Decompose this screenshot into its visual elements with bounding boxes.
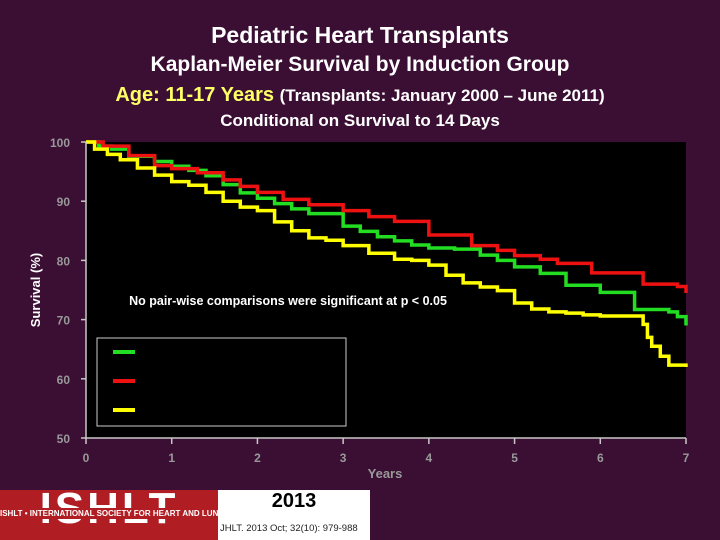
x-tick-label: 3 — [340, 451, 347, 465]
chart-subtitle-2: Age: 11-17 Years (Transplants: January 2… — [0, 84, 720, 107]
publication-year: 2013 — [271, 490, 317, 512]
citation-box: 2013 JHLT. 2013 Oct; 32(10): 979-988 — [218, 490, 370, 540]
significance-annotation: No pair-wise comparisons were significan… — [129, 294, 447, 308]
survival-curve-yellow — [86, 140, 688, 367]
journal-citation: JHLT. 2013 Oct; 32(10): 979-988 — [220, 523, 358, 534]
survival-curve-red — [86, 140, 688, 293]
x-tick-label: 5 — [511, 451, 518, 465]
y-tick-label: 70 — [57, 314, 71, 328]
x-tick-label: 6 — [597, 451, 604, 465]
x-tick-label: 1 — [168, 451, 175, 465]
y-tick-label: 90 — [57, 195, 71, 209]
chart-subtitle-3: Conditional on Survival to 14 Days — [220, 111, 500, 130]
x-axis-label: Years — [368, 466, 403, 481]
x-tick-label: 7 — [683, 451, 690, 465]
legend-box — [96, 337, 347, 427]
age-group-label: Age: 11-17 Years — [115, 84, 274, 106]
x-tick-label: 0 — [83, 451, 90, 465]
logo-tagline: ISHLT • INTERNATIONAL SOCIETY FOR HEART … — [0, 509, 218, 518]
y-tick-label: 50 — [57, 432, 71, 446]
y-tick-label: 80 — [57, 254, 71, 268]
y-tick-label: 60 — [57, 373, 71, 387]
series-layer — [86, 140, 688, 367]
y-axis-label: Survival (%) — [28, 253, 43, 327]
chart-subtitle: Kaplan-Meier Survival by Induction Group — [150, 53, 570, 76]
x-tick-label: 4 — [426, 451, 433, 465]
y-tick-label: 100 — [50, 136, 70, 150]
axes-layer: 50 60 70 80 90 100 0 1 2 3 4 5 6 7 — [50, 136, 690, 465]
transplant-period-label: (Transplants: January 2000 – June 2011) — [279, 86, 605, 105]
ishlt-logo: ISHLT ISHLT • INTERNATIONAL SOCIETY FOR … — [0, 490, 218, 540]
x-tick-label: 2 — [254, 451, 261, 465]
chart-title: Pediatric Heart Transplants — [211, 22, 509, 48]
survival-chart: 50 60 70 80 90 100 0 1 2 3 4 5 6 7 No pair-wise compa… — [28, 136, 690, 481]
